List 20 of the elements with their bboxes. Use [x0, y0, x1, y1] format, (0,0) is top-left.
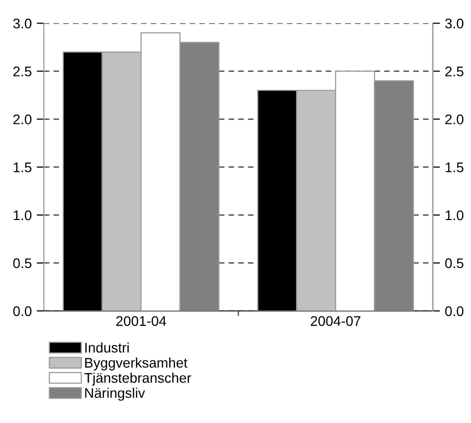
y2-tick-label: 0.5 — [445, 258, 464, 268]
y-tick-label: 2.0 — [13, 114, 32, 124]
y-tick-label: 2.5 — [13, 66, 32, 76]
y2-tick-label: 1.5 — [446, 162, 464, 172]
x-tick-label: 2004-07 — [310, 316, 360, 326]
y-tick-label: 0.5 — [13, 258, 32, 268]
y-tick-label: 3.0 — [13, 18, 32, 28]
y2-tick-label: 3.0 — [445, 18, 464, 28]
y2-tick-label: 2.0 — [445, 114, 464, 124]
y2-tick-label: 0.0 — [445, 306, 464, 316]
legend-label: Industri — [85, 342, 129, 353]
y2-tick-label: 1.0 — [446, 210, 464, 220]
y-tick-label: 1.5 — [14, 162, 32, 172]
y2-tick-label: 2.5 — [445, 66, 464, 76]
legend-label: Näringsliv — [85, 388, 146, 401]
legend-label: Tjänstebranscher — [84, 372, 192, 386]
legend-label: Byggverksamhet — [85, 358, 188, 370]
y-tick-label: 1.0 — [14, 210, 32, 220]
x-tick-label: 2001-04 — [116, 316, 166, 326]
y-tick-label: 0.0 — [13, 306, 32, 316]
